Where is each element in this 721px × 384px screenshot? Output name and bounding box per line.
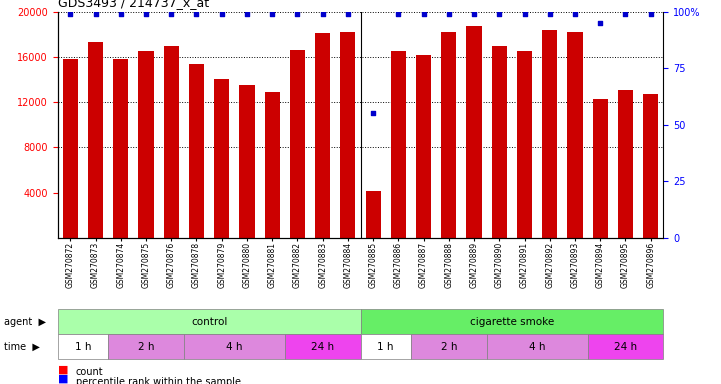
Bar bbox=[366, 190, 381, 238]
Point bbox=[292, 11, 304, 17]
Text: 4 h: 4 h bbox=[529, 341, 545, 352]
Bar bbox=[239, 85, 255, 238]
Point bbox=[267, 11, 278, 17]
Bar bbox=[214, 79, 229, 238]
Text: control: control bbox=[191, 316, 227, 327]
Text: ■: ■ bbox=[58, 374, 68, 384]
Bar bbox=[466, 26, 482, 238]
Bar bbox=[138, 51, 154, 238]
Point bbox=[469, 11, 480, 17]
Bar bbox=[643, 94, 658, 238]
Point bbox=[418, 11, 430, 17]
Point bbox=[570, 11, 581, 17]
Bar bbox=[265, 92, 280, 238]
Bar bbox=[340, 32, 355, 238]
Text: 24 h: 24 h bbox=[614, 341, 637, 352]
Point bbox=[140, 11, 152, 17]
Point bbox=[393, 11, 404, 17]
Text: 1 h: 1 h bbox=[378, 341, 394, 352]
Point bbox=[216, 11, 228, 17]
Bar bbox=[593, 99, 608, 238]
Point bbox=[65, 11, 76, 17]
Point bbox=[494, 11, 505, 17]
Point bbox=[342, 11, 354, 17]
Point bbox=[443, 11, 455, 17]
Bar bbox=[290, 50, 305, 238]
Point bbox=[317, 11, 329, 17]
Point bbox=[166, 11, 177, 17]
Text: cigarette smoke: cigarette smoke bbox=[470, 316, 554, 327]
Text: ■: ■ bbox=[58, 364, 68, 374]
Bar bbox=[315, 33, 330, 238]
Bar bbox=[441, 32, 456, 238]
Bar bbox=[63, 59, 78, 238]
Bar bbox=[542, 30, 557, 238]
Text: GDS3493 / 214737_x_at: GDS3493 / 214737_x_at bbox=[58, 0, 209, 9]
Text: 24 h: 24 h bbox=[311, 341, 335, 352]
Text: 2 h: 2 h bbox=[441, 341, 457, 352]
Bar bbox=[164, 45, 179, 238]
Text: percentile rank within the sample: percentile rank within the sample bbox=[76, 377, 241, 384]
Bar bbox=[88, 42, 103, 238]
Point bbox=[519, 11, 531, 17]
Bar bbox=[517, 51, 532, 238]
Bar bbox=[391, 51, 406, 238]
Bar bbox=[416, 55, 431, 238]
Point bbox=[89, 11, 101, 17]
Text: agent  ▶: agent ▶ bbox=[4, 316, 45, 327]
Point bbox=[115, 11, 127, 17]
Point bbox=[595, 20, 606, 26]
Text: 1 h: 1 h bbox=[75, 341, 91, 352]
Bar bbox=[618, 90, 633, 238]
Text: 4 h: 4 h bbox=[226, 341, 242, 352]
Point bbox=[368, 111, 379, 117]
Point bbox=[544, 11, 556, 17]
Bar bbox=[113, 59, 128, 238]
Point bbox=[190, 11, 202, 17]
Bar bbox=[492, 45, 507, 238]
Bar bbox=[189, 64, 204, 238]
Text: time  ▶: time ▶ bbox=[4, 341, 40, 352]
Bar bbox=[567, 32, 583, 238]
Text: 2 h: 2 h bbox=[138, 341, 154, 352]
Text: count: count bbox=[76, 367, 103, 377]
Point bbox=[242, 11, 253, 17]
Point bbox=[620, 11, 632, 17]
Point bbox=[645, 11, 657, 17]
